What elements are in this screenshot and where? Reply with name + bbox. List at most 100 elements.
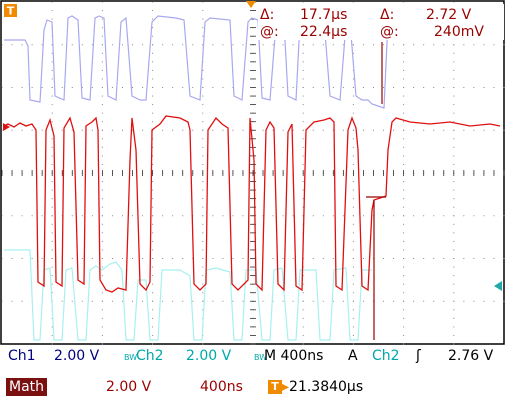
grid-dot: [362, 258, 364, 259]
grid-dot: [101, 300, 103, 302]
grid-dot: [21, 215, 23, 217]
grid-dot: [453, 215, 455, 217]
grid-dot: [121, 215, 123, 217]
grid-dot: [302, 326, 304, 328]
grid-dot: [242, 129, 244, 131]
grid-dot: [362, 215, 364, 217]
grid-dot: [272, 87, 274, 88]
grid-dot: [473, 300, 475, 302]
grid-dot: [302, 121, 304, 123]
grid-dot: [41, 44, 43, 46]
grid-dot: [352, 334, 354, 336]
grid-dot: [51, 240, 53, 242]
grid-dot: [282, 258, 284, 259]
grid-dot: [302, 163, 304, 165]
grid-dot: [182, 87, 184, 88]
grid-dot: [312, 44, 314, 46]
grid-dot: [493, 44, 495, 46]
grid-dot: [272, 129, 274, 131]
grid-dot: [202, 275, 204, 277]
grid-dot: [51, 326, 53, 328]
grid-dot: [152, 104, 154, 106]
grid-dot: [1, 129, 3, 131]
grid-dot: [152, 275, 154, 277]
grid-dot: [182, 44, 184, 46]
trigger-badge-label: T: [7, 5, 15, 18]
grid-dot: [423, 129, 425, 131]
grid-dot: [483, 300, 485, 302]
grid-dot: [61, 87, 63, 88]
grid-dot: [202, 155, 204, 157]
grid-dot: [262, 129, 264, 131]
grid-dot: [152, 215, 154, 217]
grid-dot: [101, 240, 103, 242]
grid-dot: [152, 138, 154, 140]
grid-dot: [403, 343, 405, 345]
grid-dot: [312, 129, 314, 131]
grid-dot: [242, 215, 244, 217]
grid-dot: [262, 87, 264, 88]
grid-dot: [51, 275, 53, 277]
grid-dot: [352, 266, 354, 268]
grid-dot: [142, 44, 144, 46]
grid-dot: [352, 44, 354, 46]
grid-dot: [433, 129, 435, 131]
grid-dot: [202, 104, 204, 106]
grid-dot: [453, 87, 455, 88]
grid-dot: [302, 189, 304, 191]
grid-dot: [152, 155, 154, 157]
graticule: [1, 1, 505, 345]
grid-dot: [423, 44, 425, 46]
grid-dot: [403, 266, 405, 268]
grid-dot: [152, 52, 154, 54]
grid-dot: [403, 334, 405, 336]
grid-dot: [453, 249, 455, 251]
grid-dot: [51, 266, 53, 268]
grid-dot: [483, 44, 485, 46]
timebase-bw-icon: BW: [254, 353, 268, 362]
grid-dot: [302, 104, 304, 106]
grid-dot: [111, 87, 113, 88]
grid-dot: [212, 44, 214, 46]
grid-dot: [413, 44, 415, 46]
grid-dot: [403, 309, 405, 311]
grid-dot: [383, 300, 385, 302]
grid-dot: [453, 343, 455, 345]
grid-dot: [403, 283, 405, 285]
trig-pos-value: 21.3840µs: [289, 379, 364, 395]
grid-dot: [202, 292, 204, 294]
grid-dot: [152, 343, 154, 345]
grid-dot: [372, 129, 374, 131]
grid-dot: [152, 317, 154, 319]
grid-dot: [423, 300, 425, 302]
grid-dot: [443, 215, 445, 217]
grid-dot: [192, 44, 194, 46]
grid-dot: [232, 87, 234, 88]
grid-dot: [433, 300, 435, 302]
grid-dot: [302, 87, 304, 88]
grid-dot: [51, 181, 53, 183]
grid-dot: [11, 258, 13, 259]
grid-dot: [21, 44, 23, 46]
grid-dot: [302, 129, 304, 131]
grid-dot: [292, 300, 294, 302]
grid-dot: [101, 232, 103, 234]
grid-dot: [162, 44, 164, 46]
grid-dot: [473, 129, 475, 131]
grid-dot: [51, 87, 53, 88]
grid-dot: [393, 44, 395, 46]
grid-dot: [413, 129, 415, 131]
grid-dot: [322, 87, 324, 88]
grid-dot: [61, 129, 63, 131]
grid-dot: [51, 69, 53, 71]
grid-dot: [262, 44, 264, 46]
math-time: 400ns: [200, 379, 243, 395]
grid-dot: [272, 44, 274, 46]
grid-dot: [101, 206, 103, 208]
grid-dot: [302, 275, 304, 277]
grid-dot: [222, 300, 224, 302]
grid-dot: [473, 87, 475, 88]
grid-dot: [352, 292, 354, 294]
grid-dot: [332, 44, 334, 46]
grid-dot: [403, 78, 405, 80]
